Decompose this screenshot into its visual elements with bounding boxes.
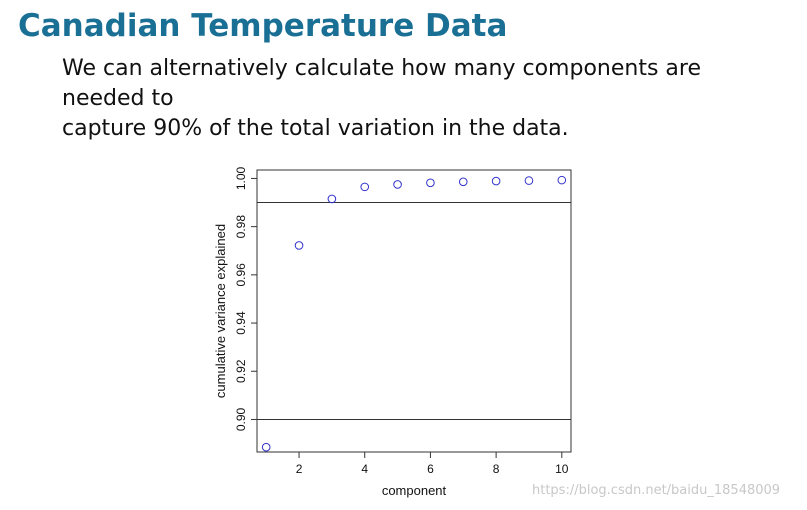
data-point-0-5: [426, 178, 435, 188]
body-line-2: capture 90% of the total variation in th…: [62, 116, 569, 141]
slide-title: Canadian Temperature Data: [18, 8, 508, 44]
data-point-0-1: [294, 241, 304, 250]
watermark: https://blog.csdn.net/baidu_18548009: [532, 483, 781, 498]
x-axis-label: component: [382, 483, 447, 498]
data-point-0-0: [261, 442, 271, 452]
data-point-0-7: [491, 176, 501, 186]
data-point-0-6: [458, 177, 468, 187]
data-point-0-8: [524, 176, 534, 185]
y-tick-label-1: 0.92: [234, 359, 248, 383]
x-tick-label-4: 10: [555, 462, 569, 476]
data-point-0-2: [327, 194, 337, 204]
x-tick-label-2: 6: [427, 462, 434, 476]
slide-body: We can alternatively calculate how many …: [62, 54, 782, 144]
y-tick-label-2: 0.94: [234, 311, 248, 335]
plot-frame: [256, 169, 572, 453]
y-tick-label-4: 0.98: [234, 215, 248, 239]
data-point-0-3: [360, 182, 370, 192]
chart-container: 2 4 6 8 10 0.90 0.92 0.94 0.96 0.98 1.00 component c…: [196, 150, 616, 500]
y-tick-label-0: 0.90: [234, 407, 248, 431]
x-tick-label-3: 8: [493, 462, 500, 476]
y-tick-label-5: 1.00: [234, 166, 248, 190]
x-tick-label-0: 2: [296, 462, 303, 476]
x-tick-label-1: 4: [361, 462, 368, 476]
body-line-1: We can alternatively calculate how many …: [62, 56, 701, 111]
y-tick-label-3: 0.96: [234, 263, 248, 287]
data-point-0-9: [557, 175, 567, 185]
data-point-0-4: [393, 180, 402, 189]
y-axis-label: cumulative variance explained: [213, 224, 228, 398]
cumulative-variance-chart: 2 4 6 8 10 0.90 0.92 0.94 0.96 0.98 1.00 component c…: [213, 166, 572, 498]
